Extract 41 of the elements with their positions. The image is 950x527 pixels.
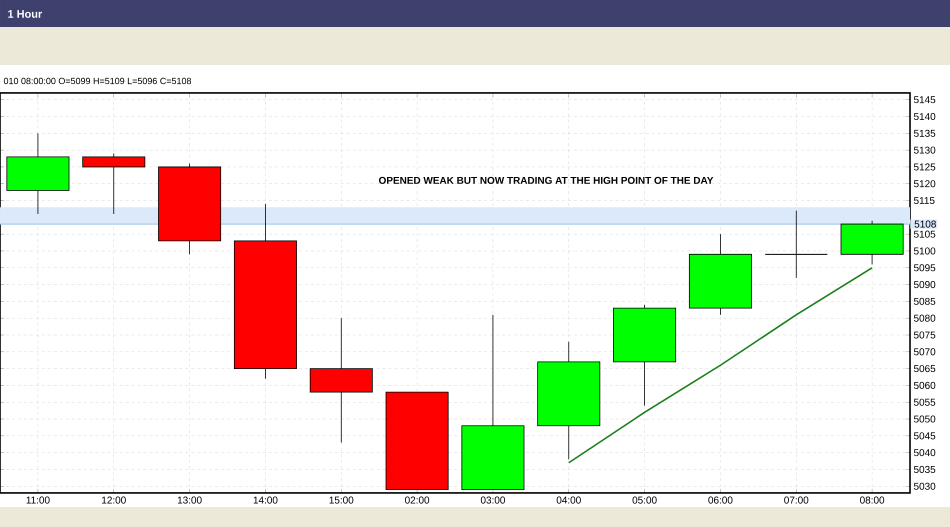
y-tick-label: 5055 bbox=[914, 398, 936, 406]
text: 010 08:00:00 O=5099 H=5109 L=5096 C=5108 bbox=[4, 78, 192, 84]
y-tick-label: 5095 bbox=[914, 264, 936, 272]
y-tick-label: 5035 bbox=[914, 466, 936, 473]
y-tick-label: 5085 bbox=[914, 298, 936, 305]
chart-title: 1 Hour bbox=[8, 10, 42, 18]
y-tick-label: 5070 bbox=[914, 348, 936, 356]
x-tick-label: 14:00 bbox=[254, 496, 278, 504]
y-tick-label: 5115 bbox=[914, 197, 935, 204]
y-tick-label: 5080 bbox=[914, 314, 936, 322]
x-tick-label: 08:00 bbox=[860, 496, 884, 504]
y-tick-label: 5100 bbox=[914, 247, 936, 254]
annotation: OPENED WEAK BUT NOW TRADING AT THE HIGH POINT OF THE DAY bbox=[378, 176, 714, 184]
line-series bbox=[568, 266, 873, 464]
x-tick-label: 05:00 bbox=[632, 496, 657, 504]
x-tick-label: 06:00 bbox=[708, 496, 733, 504]
y-tick-label: 5145 bbox=[914, 96, 936, 104]
y-tick-label: 5060 bbox=[914, 382, 936, 389]
x-tick-label: 07:00 bbox=[784, 496, 808, 504]
y-tick-label: 5130 bbox=[914, 146, 936, 154]
y-tick-label: 5040 bbox=[914, 449, 936, 456]
x-tick-label: 12:00 bbox=[102, 496, 126, 504]
y-tick-label: 5090 bbox=[914, 281, 936, 288]
y-tick-label: 5030 bbox=[914, 482, 936, 490]
y-tick-label: 5140 bbox=[914, 112, 936, 120]
x-tick-label: 13:00 bbox=[178, 496, 202, 504]
x-tick-label: 04:00 bbox=[556, 496, 581, 504]
y-tick-label: 5065 bbox=[914, 365, 936, 372]
y-tick-label: 5045 bbox=[914, 432, 936, 440]
y-tick-label: 5105 bbox=[914, 230, 936, 238]
candlestick bbox=[764, 210, 828, 278]
y-tick-label: 5125 bbox=[914, 163, 936, 170]
x-tick-label: 03:00 bbox=[480, 496, 506, 504]
x-tick-label: 11:00 bbox=[26, 496, 50, 504]
y-tick-label: 5135 bbox=[914, 130, 936, 137]
y-tick-label: 5120 bbox=[914, 180, 936, 188]
y-tick-label: 5050 bbox=[914, 416, 936, 423]
y-tick-label: 5075 bbox=[914, 331, 936, 339]
x-tick-label: 02:00 bbox=[405, 496, 430, 504]
x-tick-label: 15:00 bbox=[330, 496, 354, 504]
ref-line-label: 5108 bbox=[914, 220, 936, 228]
